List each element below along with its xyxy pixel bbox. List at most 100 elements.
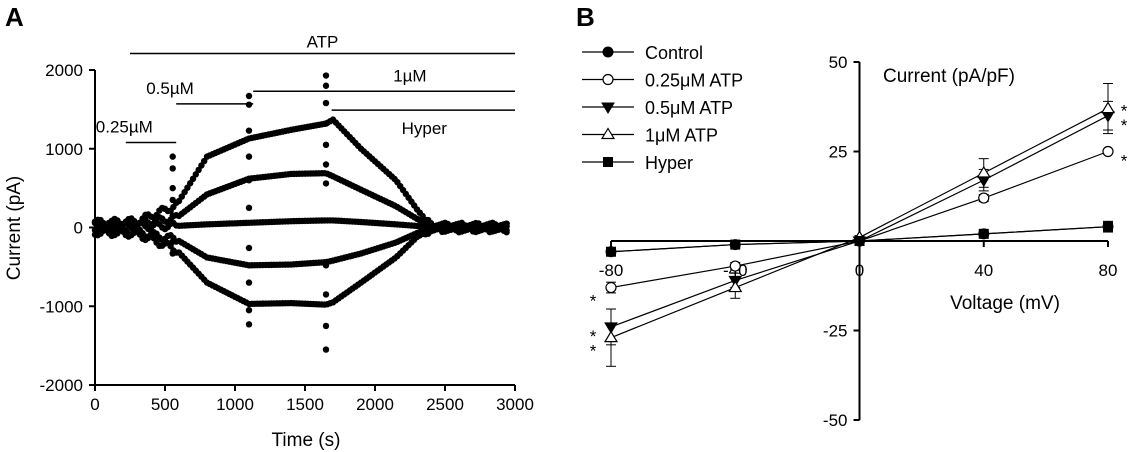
panel-a: A ATP 0.25µM 0.5µM 1µM Hyper 0 500 1000 1500 200… <box>4 2 534 451</box>
panel-b-y-tick-label: -25 <box>823 322 848 341</box>
panel-a-spike-point <box>169 212 176 219</box>
panel-a-spike-point <box>245 306 253 314</box>
panel-b-x-axis-title: Voltage (mV) <box>950 293 1060 314</box>
panel-b-point <box>978 192 990 204</box>
panel-a-spike-point <box>245 92 253 100</box>
panel-b-x-tick-label: -80 <box>599 261 624 280</box>
panel-a-spike-point <box>245 204 253 212</box>
panel-b-y-tick-label: 50 <box>829 53 848 72</box>
panel-b-point <box>729 260 741 272</box>
panel-a-spike-point <box>322 291 330 298</box>
panel-a-y-tick-label: -1000 <box>40 297 83 316</box>
panel-a-annotations: ATP 0.25µM 0.5µM 1µM Hyper <box>96 32 515 144</box>
panel-b-y-tick-label: -50 <box>823 411 848 430</box>
panel-b-point <box>976 165 991 178</box>
panel-a-spike-point <box>322 141 330 149</box>
legend-label: Hyper <box>645 153 693 173</box>
panel-a-spike-point <box>322 72 330 79</box>
panel-a-spike-point <box>322 120 330 127</box>
legend-marker <box>602 73 614 86</box>
annotation-label: 0.25µM <box>96 117 153 136</box>
panel-a-spike-point <box>322 161 330 168</box>
panel-b-y-tick-label: 25 <box>829 143 848 162</box>
panel-b-series-group <box>606 221 1113 257</box>
significance-asterisk: * <box>1121 152 1128 171</box>
panel-a-spike-point <box>245 177 253 184</box>
panel-b-letter: B <box>576 2 595 32</box>
annotation-label: 0.5µM <box>146 79 194 98</box>
panel-a-tick-labels: 0 500 1000 1500 2000 2500 3000 -2000 -1000 0 1000 2… <box>40 61 534 414</box>
panel-a-spike-point <box>322 82 330 89</box>
panel-a-y-tick-label: -2000 <box>40 376 83 395</box>
annotation-label: ATP <box>307 32 339 51</box>
legend-label: Control <box>645 43 703 63</box>
annotation-label: Hyper <box>402 119 448 138</box>
legend-label: 1μM ATP <box>645 126 718 146</box>
legend-entry: Hyper <box>582 153 693 173</box>
panel-a-data-points <box>91 72 510 353</box>
panel-a-x-tick-label: 500 <box>151 395 179 414</box>
panel-a-spike-point <box>169 165 176 172</box>
panel-a-spike-point <box>245 244 253 252</box>
legend-marker <box>600 127 616 140</box>
panel-a-spike-point <box>169 238 176 245</box>
panel-b-point <box>1100 101 1116 114</box>
panel-a-letter: A <box>5 2 24 32</box>
panel-a-spike-point <box>322 322 330 330</box>
legend-entry: 0.25μM ATP <box>582 71 743 91</box>
significance-asterisk: * <box>1121 102 1128 121</box>
legend-marker <box>603 157 613 167</box>
panel-a-x-tick-label: 2000 <box>356 395 394 414</box>
panel-a-spike-point <box>245 127 253 134</box>
panel-b-series <box>603 82 1116 367</box>
panel-b-x-tick-label: 40 <box>974 261 993 280</box>
legend-entry: 1μM ATP <box>582 126 718 146</box>
panel-a-y-axis-title: Current (pA) <box>4 176 25 281</box>
panel-b-legend: Control 0.25μM ATP 0.5μM ATP 1μM ATP Hyper <box>582 43 743 173</box>
significance-asterisk: * <box>590 291 597 310</box>
panel-a-spike-point <box>169 250 176 257</box>
panel-a-x-tick-label: 0 <box>90 395 99 414</box>
panel-b-point <box>730 239 741 250</box>
panel-b-point <box>728 280 743 293</box>
panel-b-y-axis-title: Current (pA/pF) <box>883 66 1015 87</box>
panel-a-x-tick-label: 1000 <box>216 395 254 414</box>
panel-a-x-axis-title: Time (s) <box>272 430 341 451</box>
panel-a-x-tick-label: 3000 <box>496 395 534 414</box>
panel-a-y-tick-label: 2000 <box>45 61 83 80</box>
panel-a-point <box>503 229 510 236</box>
significance-asterisk: * <box>590 341 597 360</box>
panel-a-x-tick-label: 1500 <box>286 395 324 414</box>
panel-b-point <box>606 246 616 257</box>
panel-a-spike-point <box>169 196 176 204</box>
panel-b-x-tick-label: 0 <box>855 261 864 280</box>
significance-asterisk: * <box>590 327 597 346</box>
panel-a-spike-point <box>322 180 330 187</box>
panel-a-spike-point <box>169 153 176 160</box>
panel-a-x-tick-label: 2500 <box>426 395 464 414</box>
panel-b-x-tick-label: 80 <box>1099 261 1118 280</box>
panel-b-point <box>854 236 865 246</box>
significance-asterisk: * <box>1121 116 1128 135</box>
panel-a-spike-point <box>245 321 253 328</box>
legend-marker <box>601 102 615 114</box>
panel-a-spike-point <box>322 346 330 353</box>
panel-a-y-tick-label: 1000 <box>45 140 83 159</box>
panel-a-y-tick-label: 0 <box>74 219 83 238</box>
panel-b-significance-marks: ****** <box>590 102 1128 361</box>
annotation-label: 1µM <box>393 66 426 85</box>
panel-a-spike-point <box>245 101 253 108</box>
legend-entry: Control <box>582 43 703 63</box>
legend-entry: 0.5μM ATP <box>582 98 733 118</box>
legend-label: 0.5μM ATP <box>645 98 733 118</box>
panel-a-spike-point <box>322 262 330 269</box>
panel-b-point <box>1103 221 1113 232</box>
legend-label: 0.25μM ATP <box>645 71 743 91</box>
panel-a-spike-point <box>245 153 253 160</box>
panel-a-spike-point <box>169 184 176 192</box>
panel-b-point <box>1102 145 1114 158</box>
panel-b-point <box>605 281 617 294</box>
panel-a-spike-point <box>322 99 330 107</box>
